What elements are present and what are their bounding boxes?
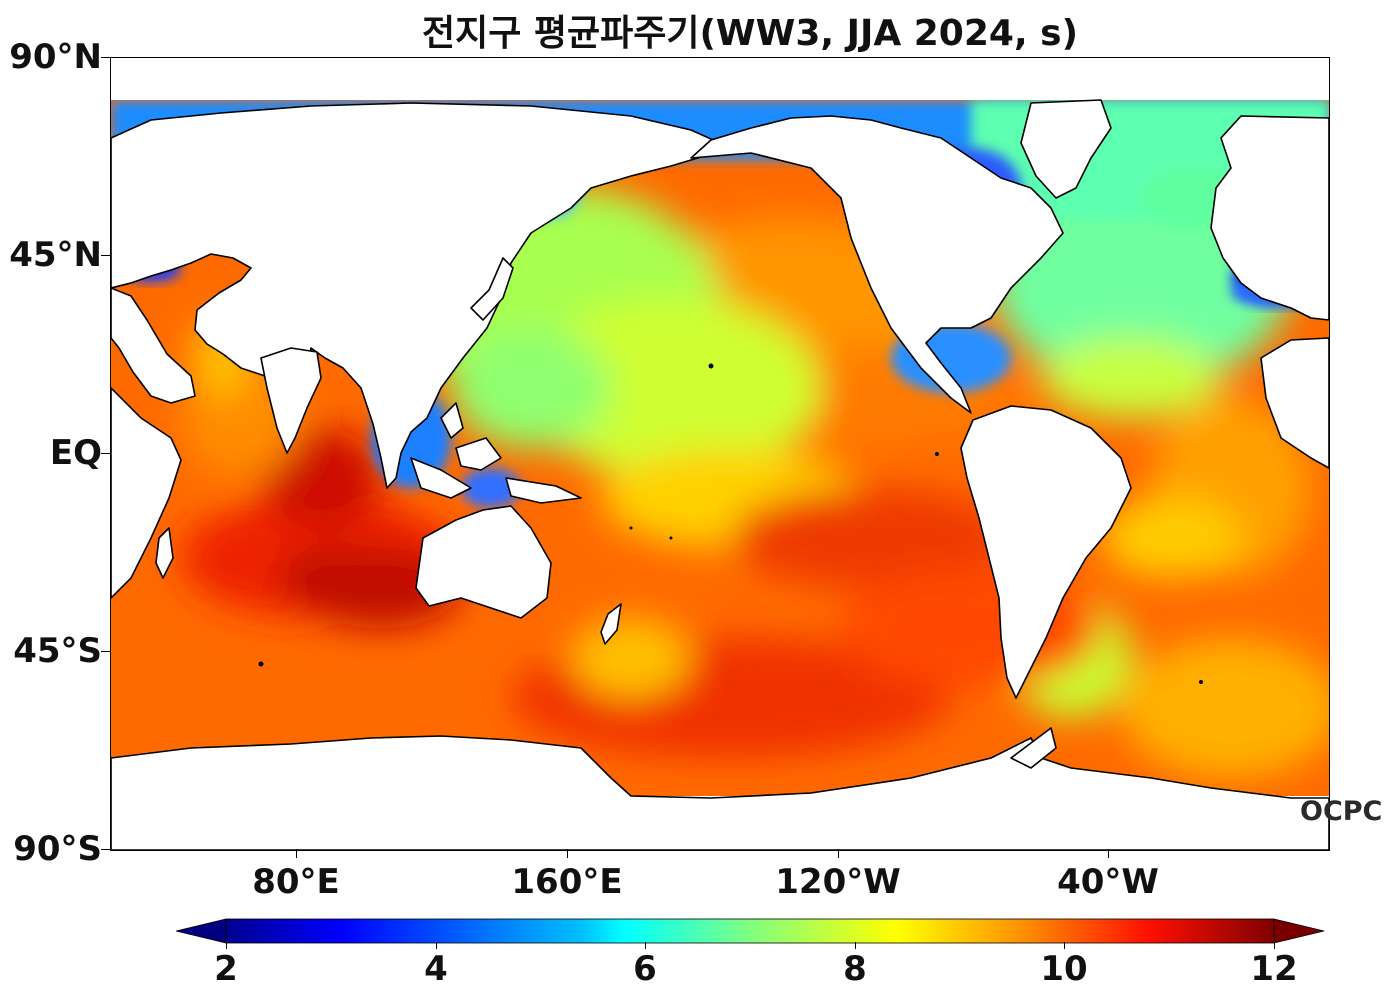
land-arabia (111, 287, 196, 404)
colorbar-label-2: 2 (214, 949, 238, 989)
colorbar-label-6: 6 (633, 949, 657, 989)
y-label-90s: 90°S (13, 829, 102, 869)
map-frame (110, 57, 1330, 851)
colorbar-gradient (225, 918, 1275, 944)
y-tick (101, 453, 110, 454)
colorbar-label-12: 12 (1250, 949, 1298, 989)
y-tick (101, 651, 110, 652)
y-label-45s: 45°S (13, 631, 102, 671)
x-tick (838, 849, 839, 858)
land-africa-west (1260, 337, 1329, 469)
colorbar-max-extend (1273, 918, 1325, 944)
land-europe (1210, 115, 1329, 321)
x-label-40w: 40°W (1057, 862, 1159, 902)
colorbar (176, 918, 1325, 944)
colorbar-label-4: 4 (424, 949, 448, 989)
colorbar-tick (645, 942, 646, 949)
colorbar-tick (226, 942, 227, 949)
y-tick (101, 255, 110, 256)
land-north-america (690, 115, 1064, 414)
land-india (260, 347, 322, 454)
colorbar-tick (1064, 942, 1065, 949)
x-tick (296, 849, 297, 858)
y-label-eq: EQ (49, 433, 102, 473)
y-tick (101, 849, 110, 850)
colorbar-tick (436, 942, 437, 949)
ocpc-watermark: OCPC (1300, 796, 1383, 827)
x-tick (567, 849, 568, 858)
x-label-160e: 160°E (511, 862, 623, 902)
colorbar-label-10: 10 (1040, 949, 1088, 989)
land-greenland (1020, 99, 1112, 199)
x-tick (1108, 849, 1109, 858)
land-japan (470, 257, 514, 321)
land-africa (111, 387, 182, 599)
x-label-80e: 80°E (252, 862, 340, 902)
y-label-45n: 45°N (9, 235, 102, 275)
wave-period-map (111, 99, 1329, 850)
colorbar-min-extend (176, 918, 227, 944)
y-tick (101, 57, 110, 58)
land-australia (415, 505, 552, 619)
y-label-90n: 90°N (9, 37, 102, 77)
x-label-120w: 120°W (775, 862, 901, 902)
islands (258, 363, 1203, 684)
colorbar-label-8: 8 (843, 949, 867, 989)
continents (111, 99, 1329, 850)
map-title: 전지구 평균파주기(WW3, JJA 2024, s) (421, 13, 1079, 54)
land-south-america (960, 405, 1132, 699)
colorbar-tick (1274, 942, 1275, 949)
colorbar-tick (855, 942, 856, 949)
